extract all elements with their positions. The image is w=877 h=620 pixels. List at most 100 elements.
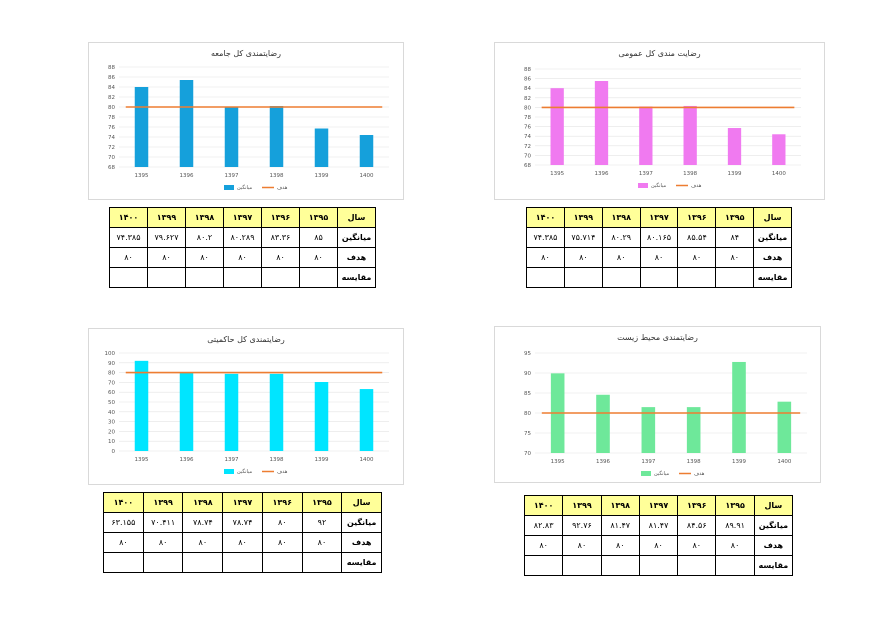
header-year-cell: ۱۳۹۸ (185, 207, 224, 228)
table-row: مقایسه (526, 267, 792, 288)
table-cell (223, 267, 262, 288)
bar-1397 (641, 407, 656, 453)
y-tick-label: 40 (108, 410, 115, 416)
table-cell: ۸۰ (526, 247, 565, 268)
header-year-cell: ۱۳۹۷ (222, 492, 263, 513)
row-label: میانگین (337, 227, 376, 248)
x-tick-label: 1397 (639, 171, 653, 177)
legend-label-target: هدف (277, 469, 288, 475)
table-header-row: سال ۱۳۹۵ ۱۳۹۶ ۱۳۹۷ ۱۳۹۸ ۱۳۹۹ ۱۴۰۰ (109, 207, 376, 228)
table-cell: ۸۰ (261, 247, 300, 268)
table-cell (147, 267, 186, 288)
table-cell: ۸۰.۲ (185, 227, 224, 248)
x-tick-label: 1396 (596, 459, 610, 465)
table-cell: ۷۴.۳۸۵ (109, 227, 148, 248)
y-tick-label: 78 (108, 115, 115, 121)
table-cell: ۷۸.۷۴ (222, 512, 263, 533)
header-year-cell: ۱۳۹۶ (261, 207, 300, 228)
table-cell (677, 267, 717, 288)
legend-swatch-avg (224, 185, 234, 190)
header-year-cell: ۱۳۹۷ (223, 207, 262, 228)
legend-label-avg: میانگین (654, 470, 670, 477)
y-tick-label: 68 (524, 163, 531, 169)
chart-title: رضایتمندی کل حاکمیتی (207, 335, 285, 344)
table-cell: ۸۰ (601, 247, 641, 268)
bar-1400 (359, 135, 374, 167)
y-tick-label: 82 (108, 95, 115, 101)
table-cell (638, 555, 679, 576)
y-tick-label: 100 (105, 351, 116, 357)
row-label: هدف (753, 535, 794, 556)
table-cell: ۸۰ (715, 535, 755, 556)
x-tick-label: 1400 (360, 457, 374, 463)
header-year-cell: ۱۳۹۹ (563, 207, 603, 228)
x-tick-label: 1396 (180, 457, 194, 463)
table-cell (715, 555, 755, 576)
table-header-row: سال ۱۳۹۵ ۱۳۹۶ ۱۳۹۷ ۱۳۹۸ ۱۳۹۹ ۱۴۰۰ (526, 207, 792, 228)
y-tick-label: 82 (524, 96, 531, 102)
header-year-cell: ۱۴۰۰ (523, 495, 564, 516)
legend-label-avg: میانگین (651, 182, 667, 189)
legend-label-target: هدف (691, 183, 702, 189)
table-row: میانگین ۸۹.۹۱ ۸۴.۵۶ ۸۱.۴۷ ۸۱.۴۷ ۹۲.۷۶ ۸۲.۸۳ (523, 515, 794, 536)
bar-1395 (134, 87, 149, 167)
x-tick-label: 1397 (225, 173, 239, 179)
x-tick-label: 1397 (641, 459, 655, 465)
table-cell: ۸۰ (639, 247, 679, 268)
legend-label-avg: میانگین (237, 184, 253, 191)
bar-1400 (777, 401, 792, 453)
chart-plot: 68 70 72 74 76 78 80 82 84 86 88 1395 1396 1397 1398 13… (524, 67, 801, 189)
table-cell (261, 552, 303, 573)
table-cell: ۸۰ (185, 247, 224, 268)
legend-label-avg: میانگین (237, 468, 253, 475)
table-cell: ۷۰.۴۱۱ (142, 512, 184, 533)
table-cell: ۸۰ (222, 532, 263, 553)
table-cell: ۸۰ (677, 247, 717, 268)
header-year-label: سال (337, 207, 376, 228)
x-tick-label: 1395 (135, 173, 149, 179)
row-label: هدف (337, 247, 376, 268)
y-tick-label: 72 (524, 144, 531, 150)
header-year-label: سال (753, 207, 792, 228)
x-tick-label: 1400 (777, 459, 791, 465)
header-year-cell: ۱۳۹۶ (261, 492, 303, 513)
header-year-cell: ۱۴۰۰ (103, 492, 144, 513)
header-year-label: سال (753, 495, 794, 516)
header-year-cell: ۱۳۹۸ (600, 495, 640, 516)
table-row: میانگین ۹۲ ۸۰ ۷۸.۷۴ ۷۸.۷۴ ۷۰.۴۱۱ ۶۳.۱۵۵ (103, 512, 382, 533)
x-tick-label: 1395 (550, 171, 564, 177)
y-tick-label: 74 (524, 134, 531, 140)
table-cell: ۸۵ (299, 227, 338, 248)
table-cell: ۸۰ (715, 247, 755, 268)
chart-plot: 70 75 80 85 90 95 1395 1396 1397 1398 1399 1400 میان… (524, 351, 807, 477)
table-cell (715, 267, 755, 288)
y-tick-label: 80 (524, 105, 531, 111)
table-cell (261, 267, 300, 288)
y-tick-label: 0 (112, 449, 116, 455)
y-tick-label: 86 (524, 77, 531, 83)
table-cell: ۸۲.۸۳ (523, 515, 564, 536)
x-tick-label: 1400 (772, 171, 786, 177)
table-cell: ۹۲ (301, 512, 343, 533)
header-year-cell: ۱۳۹۶ (677, 495, 717, 516)
x-tick-label: 1398 (683, 171, 697, 177)
table-cell: ۶۳.۱۵۵ (103, 512, 144, 533)
x-tick-label: 1397 (225, 457, 239, 463)
header-year-cell: ۱۳۹۹ (142, 492, 184, 513)
bar-1397 (224, 107, 239, 167)
table-cell: ۸۰ (261, 512, 303, 533)
table-cell: ۸۰ (563, 247, 603, 268)
table-cell: ۸۰ (562, 535, 602, 556)
header-year-cell: ۱۳۹۶ (677, 207, 717, 228)
table-cell: ۸۵.۵۴ (677, 227, 717, 248)
row-label: مقایسه (753, 267, 792, 288)
table-cell: ۸۰.۲۸۹ (223, 227, 262, 248)
bar-1399 (727, 128, 742, 165)
y-tick-label: 88 (108, 65, 115, 71)
y-tick-label: 74 (108, 135, 115, 141)
bar-1396 (596, 394, 610, 453)
x-tick-label: 1396 (595, 171, 609, 177)
table-cell (639, 267, 679, 288)
y-tick-label: 10 (108, 439, 115, 445)
table-cell (523, 555, 564, 576)
